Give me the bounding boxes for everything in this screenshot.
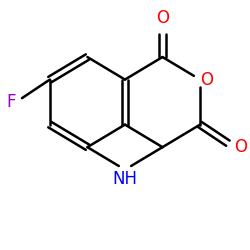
- Text: O: O: [156, 9, 169, 27]
- Text: F: F: [6, 93, 16, 111]
- Text: NH: NH: [112, 170, 138, 188]
- Text: O: O: [200, 70, 213, 88]
- Text: O: O: [234, 138, 247, 156]
